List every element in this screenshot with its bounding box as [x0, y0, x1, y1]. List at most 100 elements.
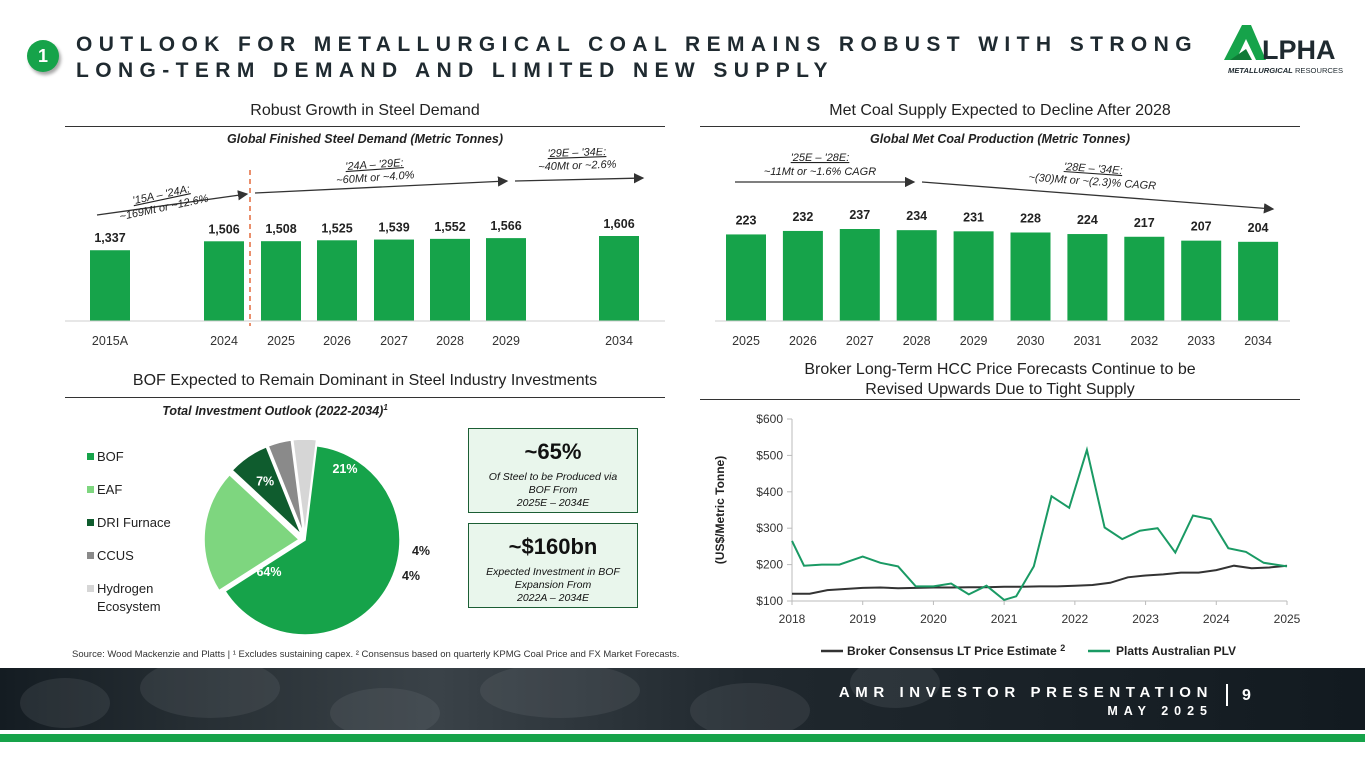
price-x-tick-label: 2020 — [920, 612, 947, 626]
steel-demand-chart: 1,337 2015A 1,506 2024 1,508 2025 1,525 2026 1,5… — [65, 148, 665, 348]
steel-annotation-3: '29E – '34E: ~40Mt or ~2.6% — [538, 148, 617, 173]
footer-presentation-title: AMR INVESTOR PRESENTATION — [838, 684, 1213, 701]
supply-bar-value-label: 223 — [736, 213, 757, 227]
supply-section-rule — [700, 126, 1300, 127]
svg-text:~40Mt or ~2.6%: ~40Mt or ~2.6% — [538, 159, 617, 174]
section-number-badge: 1 — [27, 40, 59, 72]
bof-investment-callout: ~$160bn Expected Investment in BOF Expan… — [468, 523, 638, 608]
steel-annotation-1: '15A – '24A: ~169Mt or ~12.6% — [119, 183, 210, 223]
legend-label-hydrogen-ecosystem-2: Ecosystem — [97, 599, 161, 614]
pie-slice-label: 21% — [332, 462, 357, 476]
steel-bar-value-label: 1,506 — [208, 222, 239, 236]
price-series-line-1 — [791, 446, 1288, 602]
footer-banner — [0, 668, 1365, 730]
supply-section-title: Met Coal Supply Expected to Decline Afte… — [829, 102, 1171, 119]
supply-x-tick-label: 2030 — [1017, 334, 1045, 348]
legend-label-platts: Platts Australian PLV — [1116, 644, 1236, 658]
bof-investment-pie-chart: BOF EAF DRI Furnace CCUS Hydrogen Ecosystem 6… — [87, 440, 430, 636]
supply-chart-subtitle: Global Met Coal Production (Metric Tonne… — [870, 132, 1130, 146]
supply-bar-2031 — [1067, 234, 1108, 321]
supply-bar-value-label: 231 — [963, 210, 984, 224]
price-y-tick-label: $200 — [756, 558, 783, 572]
legend-label-broker: Broker Consensus LT Price Estimate 2 — [847, 643, 1065, 658]
steel-bar-value-label: 1,525 — [321, 221, 352, 235]
supply-bar-2028 — [896, 230, 937, 321]
footer-separator — [1226, 684, 1228, 706]
steel-section-rule — [65, 126, 665, 127]
supply-annotation-2: '28E – '34E: ~(30)Mt or ~(2.3)% CAGR — [1028, 161, 1156, 192]
supply-annotation-1: '25E – '28E: ~11Mt or ~1.6% CAGR — [764, 152, 876, 178]
supply-bar-value-label: 237 — [849, 208, 870, 222]
steel-section-title: Robust Growth in Steel Demand — [250, 102, 480, 119]
supply-trend-arrow-2 — [921, 181, 1275, 214]
svg-text:'28E – '34E:: '28E – '34E: — [1064, 161, 1123, 177]
steel-annotation-2: '24A – '29E: ~60Mt or ~4.0% — [336, 157, 415, 187]
steel-x-tick-label: 2034 — [605, 334, 633, 348]
steel-chart-subtitle: Global Finished Steel Demand (Metric Ton… — [227, 132, 503, 146]
bof-section-rule — [65, 397, 665, 398]
bof-chart-subtitle: Total Investment Outlook (2022-2034)1 — [162, 403, 388, 419]
supply-bar-2032 — [1124, 236, 1165, 321]
price-y-tick-label: $400 — [756, 485, 783, 499]
pie-slice-ccus — [267, 440, 305, 535]
legend-swatch — [87, 486, 94, 493]
steel-bar-value-label: 1,566 — [490, 219, 521, 233]
supply-bar-value-label: 204 — [1248, 221, 1269, 235]
steel-bar-2025 — [261, 241, 301, 321]
svg-text:'24A – '29E:: '24A – '29E: — [345, 157, 404, 173]
steel-x-tick-label: 2024 — [210, 334, 238, 348]
bof-section-title: BOF Expected to Remain Dominant in Steel… — [132, 372, 598, 389]
supply-bar-value-label: 234 — [906, 209, 927, 223]
pie-slice-label: 64% — [256, 565, 281, 579]
logo-wordmark: LPHA — [1262, 35, 1336, 65]
steel-x-tick-label: 2027 — [380, 334, 408, 348]
supply-bar-value-label: 224 — [1077, 213, 1098, 227]
price-x-tick-label: 2023 — [1132, 612, 1159, 626]
hcc-price-line-chart: $100 $200 $300 $400 $500 $600 2018 2019 2020 2021… — [713, 412, 1301, 658]
svg-text:'29E – '34E:: '29E – '34E: — [547, 148, 606, 160]
supply-bar-2033 — [1181, 240, 1222, 321]
pie-slice-bof — [223, 444, 401, 636]
footer-green-bar — [0, 734, 1365, 742]
supply-bar-value-label: 207 — [1191, 220, 1212, 234]
price-x-tick-label: 2019 — [849, 612, 876, 626]
pie-slice-dri-furnace — [231, 445, 303, 536]
steel-x-tick-label: 2025 — [267, 334, 295, 348]
steel-trend-arrow-1 — [96, 190, 249, 216]
steel-bar-2027 — [374, 239, 414, 321]
price-x-tick-label: 2022 — [1062, 612, 1089, 626]
steel-bar-value-label: 1,552 — [434, 220, 465, 234]
supply-x-tick-label: 2028 — [903, 334, 931, 348]
supply-bar-2034 — [1238, 241, 1279, 321]
steel-x-tick-label: 2028 — [436, 334, 464, 348]
price-y-tick-label: $600 — [756, 412, 783, 426]
steel-bar-value-label: 1,539 — [378, 221, 409, 235]
price-section-rule — [700, 399, 1300, 400]
supply-bar-2025 — [726, 234, 766, 321]
source-footnote: Source: Wood Mackenzie and Platts | ¹ Ex… — [72, 649, 680, 660]
page-title-line-2: LONG-TERM DEMAND AND LIMITED NEW SUPPLY — [76, 59, 834, 82]
page-title-line-1: OUTLOOK FOR METALLURGICAL COAL REMAINS R… — [76, 33, 1198, 56]
supply-bar-2027 — [839, 229, 880, 321]
steel-bar-2026 — [317, 240, 357, 321]
alpha-logo: LPHA METALLURGICAL RESOURCES — [1224, 25, 1343, 75]
steel-bar-value-label: 1,337 — [94, 231, 125, 245]
steel-bar-value-label: 1,508 — [265, 222, 296, 236]
steel-x-tick-label: 2026 — [323, 334, 351, 348]
supply-bar-2029 — [953, 231, 994, 321]
logo-a-mark — [1224, 25, 1266, 60]
supply-bar-2026 — [782, 230, 823, 321]
pie-slice-label: 4% — [412, 544, 430, 558]
supply-x-tick-label: 2033 — [1187, 334, 1215, 348]
supply-bar-value-label: 217 — [1134, 216, 1155, 230]
supply-bar-value-label: 232 — [792, 210, 813, 224]
price-x-tick-label: 2025 — [1274, 612, 1301, 626]
price-y-tick-label: $500 — [756, 448, 783, 462]
price-x-tick-label: 2024 — [1203, 612, 1230, 626]
supply-x-tick-label: 2031 — [1073, 334, 1101, 348]
svg-text:METALLURGICAL RESOURCES: METALLURGICAL RESOURCES — [1228, 66, 1343, 75]
price-section-title-line-2: Revised Upwards Due to Tight Supply — [865, 381, 1135, 398]
legend-label: CCUS — [97, 548, 134, 563]
footer-date: MAY 2025 — [1107, 704, 1213, 718]
page-number: 9 — [1242, 687, 1251, 704]
